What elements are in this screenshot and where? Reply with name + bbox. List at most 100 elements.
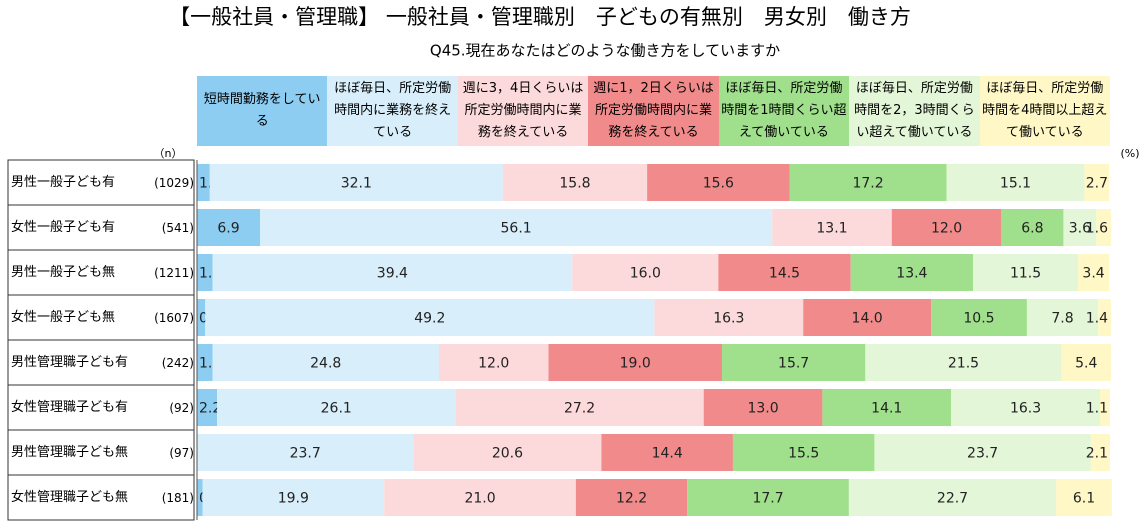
value-label: 6.9: [217, 221, 239, 237]
value-label: 26.1: [321, 401, 352, 417]
value-label: 49.2: [414, 311, 445, 327]
bar-segment: [1056, 479, 1112, 516]
value-label: 5.4: [1075, 356, 1097, 372]
legend-entry: 短時間勤務をしている: [197, 76, 328, 146]
value-label: 14.1: [871, 401, 902, 417]
value-label: 23.7: [290, 446, 321, 462]
bar-segment: [502, 164, 648, 201]
value-label: 2.1: [1086, 446, 1108, 462]
value-label: 27.2: [564, 401, 595, 417]
value-label: 12.0: [478, 356, 509, 372]
row-n: (92): [169, 400, 194, 415]
bar-segment: [789, 164, 947, 201]
bar-segment: [1061, 344, 1111, 381]
bar-segment: [803, 299, 932, 336]
bar-segment: [772, 209, 892, 246]
chart-title: 【一般社員・管理職】 一般社員・管理職別 子どもの有無別 男女別 働き方: [169, 5, 911, 29]
row-label: 女性管理職子ども有: [11, 400, 129, 415]
value-label: 14.0: [852, 311, 883, 327]
bar-segment: [647, 164, 790, 201]
value-label: 11.5: [1010, 266, 1041, 282]
bar-segment: [850, 254, 974, 291]
bar-segment: [822, 389, 952, 426]
value-label: 15.7: [778, 356, 809, 372]
bar-segment: [1099, 389, 1110, 426]
value-label: 19.9: [278, 491, 309, 507]
value-label: 56.1: [501, 221, 532, 237]
value-label: 14.4: [652, 446, 683, 462]
bar-segment: [1084, 164, 1110, 201]
value-label: 21.0: [464, 491, 495, 507]
value-label: 16.3: [713, 311, 744, 327]
chart-subtitle: Q45.現在あなたはどのような働き方をしていますか: [430, 42, 780, 60]
bar-segment: [1090, 434, 1110, 471]
bar-segment: [654, 299, 804, 336]
bar-segment: [1096, 209, 1111, 246]
bar-segment: [891, 209, 1002, 246]
value-label: 1.4: [1086, 311, 1108, 327]
value-label: 39.4: [377, 266, 408, 282]
value-label: 2.7: [1086, 176, 1108, 192]
legend-entry: 週に1，2日くらいは所定労働時間内に業務を終えている: [588, 76, 719, 146]
row-n: (97): [169, 445, 194, 460]
bar-segment: [951, 389, 1100, 426]
bar-segment: [209, 164, 503, 201]
bar-segment: [438, 344, 549, 381]
bar-segment: [455, 389, 704, 426]
value-label: 17.2: [852, 176, 883, 192]
value-label: 6.8: [1021, 221, 1043, 237]
bar-segment: [572, 254, 719, 291]
bar-segment: [384, 479, 576, 516]
value-label: 2.2: [199, 401, 221, 417]
bar-segment: [865, 344, 1062, 381]
value-label: 16.3: [1010, 401, 1041, 417]
bar-segment: [1098, 299, 1111, 336]
legend-entry: ほぼ毎日、所定労働時間を2，3時間くらい超えて働いている: [849, 76, 980, 146]
bar-segment: [732, 434, 875, 471]
legend-entry: ほぼ毎日、所定労働時間内に業務を終えている: [327, 76, 458, 146]
row-n: (1029): [154, 175, 194, 190]
value-label: 12.0: [931, 221, 962, 237]
bar-segment: [197, 254, 213, 291]
value-label: 21.5: [948, 356, 979, 372]
row-label: 男性管理職子ども無: [11, 445, 129, 460]
bar-segment: [1078, 254, 1110, 291]
bar-segment: [212, 254, 573, 291]
value-label: 22.7: [937, 491, 968, 507]
value-label: 7.8: [1051, 311, 1073, 327]
bar-segment: [703, 389, 823, 426]
bar-segment: [848, 479, 1057, 516]
bar-segment: [197, 389, 218, 426]
bar-segment: [1001, 209, 1064, 246]
value-label: 15.8: [559, 176, 590, 192]
bar-segment: [197, 344, 213, 381]
bar-segment: [217, 389, 456, 426]
legend-entry: ほぼ毎日、所定労働時間を1時間くらい超えて働いている: [718, 76, 850, 146]
bar-segment: [931, 299, 1027, 336]
unit-label: (%): [1120, 147, 1139, 160]
bar-segment: [259, 209, 773, 246]
row-n: (1211): [154, 265, 194, 280]
bar-segment: [197, 479, 203, 516]
value-label: 13.4: [896, 266, 927, 282]
bar-segment: [946, 164, 1085, 201]
bar-segment: [212, 344, 439, 381]
row-label: 男性一般子ども無: [11, 265, 116, 280]
legend-entry: 週に3，4日くらいは所定労働時間内に業務を終えている: [457, 76, 589, 146]
legend-entry: ほぼ毎日、所定労働時間を4時間以上超えて働いている: [979, 76, 1110, 146]
bar-segment: [1063, 209, 1097, 246]
bar-segment: [718, 254, 851, 291]
row-n: (181): [161, 490, 194, 505]
bar-segment: [413, 434, 602, 471]
value-label: 13.0: [747, 401, 778, 417]
row-n: (541): [161, 220, 194, 235]
row-n: (1607): [154, 310, 194, 325]
bar-segment: [197, 299, 206, 336]
bar-segment: [197, 434, 414, 471]
value-label: 3.6: [1069, 221, 1091, 237]
row-label: 男性管理職子ども有: [11, 355, 129, 370]
row-label: 男性一般子ども有: [11, 175, 116, 190]
row-label: 女性一般子ども有: [11, 220, 116, 235]
